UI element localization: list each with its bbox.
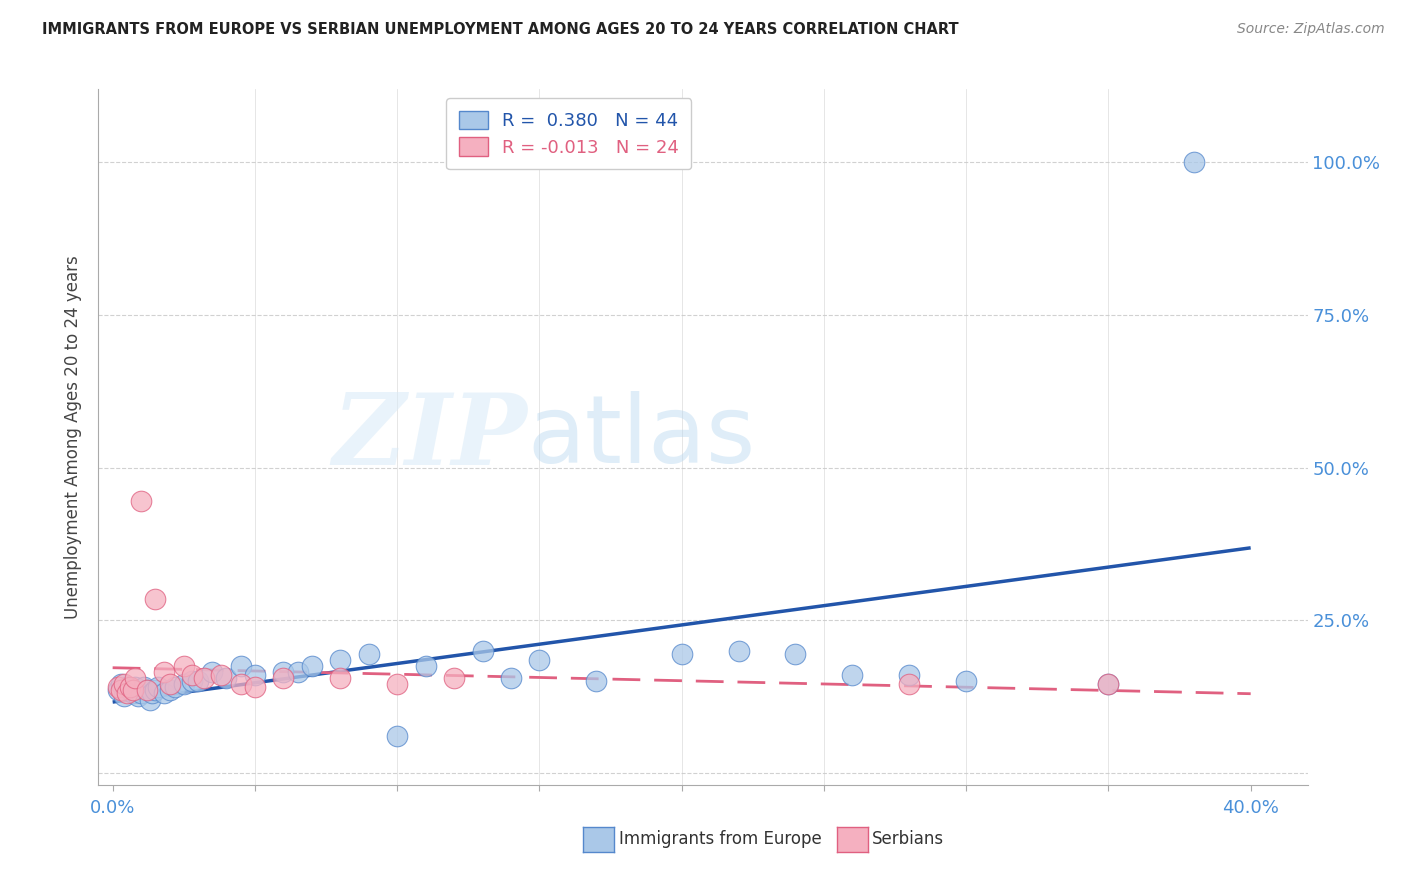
Text: Immigrants from Europe: Immigrants from Europe [619, 830, 821, 848]
Point [499, 671, 522, 685]
Point [898, 668, 921, 682]
Point [110, 677, 132, 691]
Point [357, 647, 380, 661]
Point [146, 681, 169, 695]
Point [112, 690, 135, 704]
Point [153, 686, 176, 700]
Point [129, 686, 152, 700]
Point [129, 494, 152, 508]
Point [159, 677, 181, 691]
Point [385, 677, 408, 691]
Point [443, 671, 465, 685]
Point [415, 659, 437, 673]
Text: Source: ZipAtlas.com: Source: ZipAtlas.com [1237, 22, 1385, 37]
Point [273, 671, 295, 685]
Point [153, 665, 176, 679]
Point [209, 668, 232, 682]
Point [110, 683, 132, 698]
Point [215, 671, 238, 685]
Point [301, 659, 323, 673]
Point [329, 671, 352, 685]
Point [229, 677, 252, 691]
Point [471, 643, 494, 657]
Point [201, 665, 224, 679]
Point [112, 677, 135, 691]
Point [135, 683, 157, 698]
Point [329, 653, 352, 667]
Point [138, 692, 160, 706]
Point [898, 677, 921, 691]
Text: Serbians: Serbians [872, 830, 943, 848]
Point [1097, 677, 1119, 691]
Point [273, 665, 295, 679]
Point [141, 686, 163, 700]
Point [107, 681, 129, 695]
Point [243, 668, 266, 682]
Point [785, 647, 807, 661]
Point [143, 591, 166, 606]
Text: atlas: atlas [527, 391, 756, 483]
Point [173, 677, 195, 691]
Text: ZIP: ZIP [333, 389, 527, 485]
Point [181, 668, 204, 682]
Y-axis label: Unemployment Among Ages 20 to 24 years: Unemployment Among Ages 20 to 24 years [65, 255, 83, 619]
Point [159, 683, 181, 698]
Point [115, 686, 138, 700]
Point [385, 729, 408, 743]
Point [193, 671, 215, 685]
Point [143, 683, 166, 698]
Point [121, 686, 143, 700]
Point [127, 690, 149, 704]
Point [173, 659, 195, 673]
Point [118, 681, 141, 695]
Point [243, 681, 266, 695]
Point [955, 674, 977, 689]
Point [727, 643, 749, 657]
Point [841, 668, 863, 682]
Point [287, 665, 309, 679]
Point [107, 683, 129, 698]
Point [529, 653, 551, 667]
Point [121, 683, 143, 698]
Point [132, 681, 155, 695]
Point [229, 659, 252, 673]
Point [187, 674, 209, 689]
Legend: R =  0.380   N = 44, R = -0.013   N = 24: R = 0.380 N = 44, R = -0.013 N = 24 [446, 98, 692, 169]
Point [135, 683, 157, 698]
Point [181, 674, 204, 689]
Point [1097, 677, 1119, 691]
Point [124, 681, 146, 695]
Point [124, 671, 146, 685]
Point [671, 647, 693, 661]
Point [1182, 155, 1205, 169]
Point [165, 681, 187, 695]
Text: IMMIGRANTS FROM EUROPE VS SERBIAN UNEMPLOYMENT AMONG AGES 20 TO 24 YEARS CORRELA: IMMIGRANTS FROM EUROPE VS SERBIAN UNEMPL… [42, 22, 959, 37]
Point [115, 681, 138, 695]
Point [118, 683, 141, 698]
Point [585, 674, 607, 689]
